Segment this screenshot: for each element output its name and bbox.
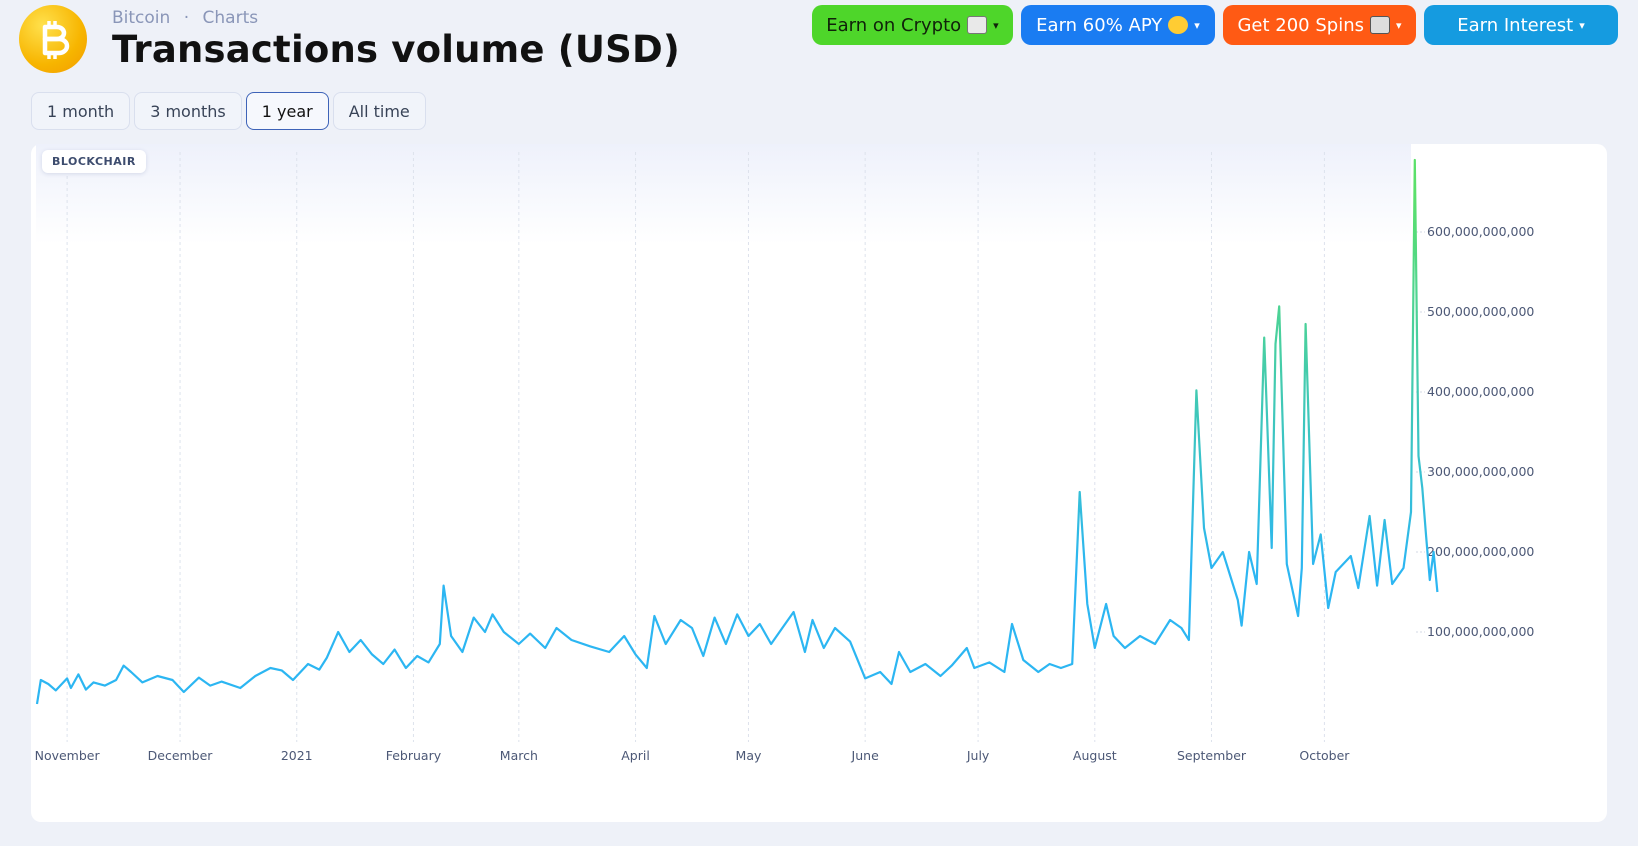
- chart-top-wash: [36, 144, 1411, 244]
- cash-icon: [967, 16, 988, 34]
- x-tick-label: April: [621, 748, 650, 763]
- promo-label: Earn Interest: [1457, 14, 1574, 36]
- earn-interest-button[interactable]: Earn Interest ▾: [1424, 5, 1618, 45]
- transactions-volume-chart[interactable]: November December 2021 February March April Ma…: [31, 144, 1607, 822]
- chevron-down-icon: ▾: [1579, 18, 1585, 32]
- earn-on-crypto-button[interactable]: Earn on Crypto ▾: [812, 5, 1013, 45]
- promo-label: Get 200 Spins: [1237, 14, 1364, 36]
- x-tick-label: October: [1299, 748, 1350, 763]
- get-spins-button[interactable]: Get 200 Spins ▾: [1223, 5, 1416, 45]
- page-title: Transactions volume (USD): [112, 28, 681, 71]
- tab-1-year[interactable]: 1 year: [245, 92, 329, 130]
- breadcrumb: Bitcoin · Charts: [112, 8, 258, 28]
- chevron-down-icon: ▾: [993, 18, 999, 32]
- x-tick-label: June: [851, 748, 880, 763]
- breadcrumb-charts[interactable]: Charts: [202, 8, 259, 28]
- star-eyes-emoji-icon: [1168, 16, 1189, 34]
- breadcrumb-separator: ·: [183, 8, 190, 28]
- x-tick-label: December: [148, 748, 214, 763]
- slot-machine-icon: [1370, 16, 1390, 34]
- breadcrumb-bitcoin[interactable]: Bitcoin: [112, 8, 171, 28]
- series-line: [35, 158, 1439, 705]
- promo-label: Earn 60% APY: [1036, 14, 1163, 36]
- tab-1-month[interactable]: 1 month: [31, 92, 131, 130]
- tab-all-time[interactable]: All time: [332, 92, 426, 130]
- x-tick-label: March: [500, 748, 538, 763]
- x-tick-label: September: [1177, 748, 1247, 763]
- x-tick-label: February: [386, 748, 442, 763]
- y-tick-label: 200,000,000,000: [1427, 544, 1534, 559]
- y-tick-label: 300,000,000,000: [1427, 464, 1534, 479]
- bitcoin-logo[interactable]: [19, 5, 87, 73]
- tab-3-months[interactable]: 3 months: [134, 92, 242, 130]
- y-tick-label: 500,000,000,000: [1427, 304, 1534, 319]
- blockchair-watermark: BLOCKCHAIR: [42, 150, 146, 173]
- chevron-down-icon: ▾: [1396, 18, 1402, 32]
- y-tick-label: 400,000,000,000: [1427, 384, 1534, 399]
- x-tick-label: 2021: [281, 748, 313, 763]
- earn-apy-button[interactable]: Earn 60% APY ▾: [1021, 5, 1215, 45]
- chevron-down-icon: ▾: [1194, 18, 1200, 32]
- y-tick-label: 600,000,000,000: [1427, 224, 1534, 239]
- x-tick-label: August: [1073, 748, 1117, 763]
- chart-card: November December 2021 February March April Ma…: [31, 144, 1607, 822]
- x-tick-label: November: [35, 748, 101, 763]
- range-tabs: 1 month 3 months 1 year All time: [31, 92, 426, 130]
- promo-label: Earn on Crypto: [826, 14, 962, 36]
- x-tick-label: May: [736, 748, 762, 763]
- y-tick-label: 100,000,000,000: [1427, 624, 1534, 639]
- x-tick-label: July: [966, 748, 990, 763]
